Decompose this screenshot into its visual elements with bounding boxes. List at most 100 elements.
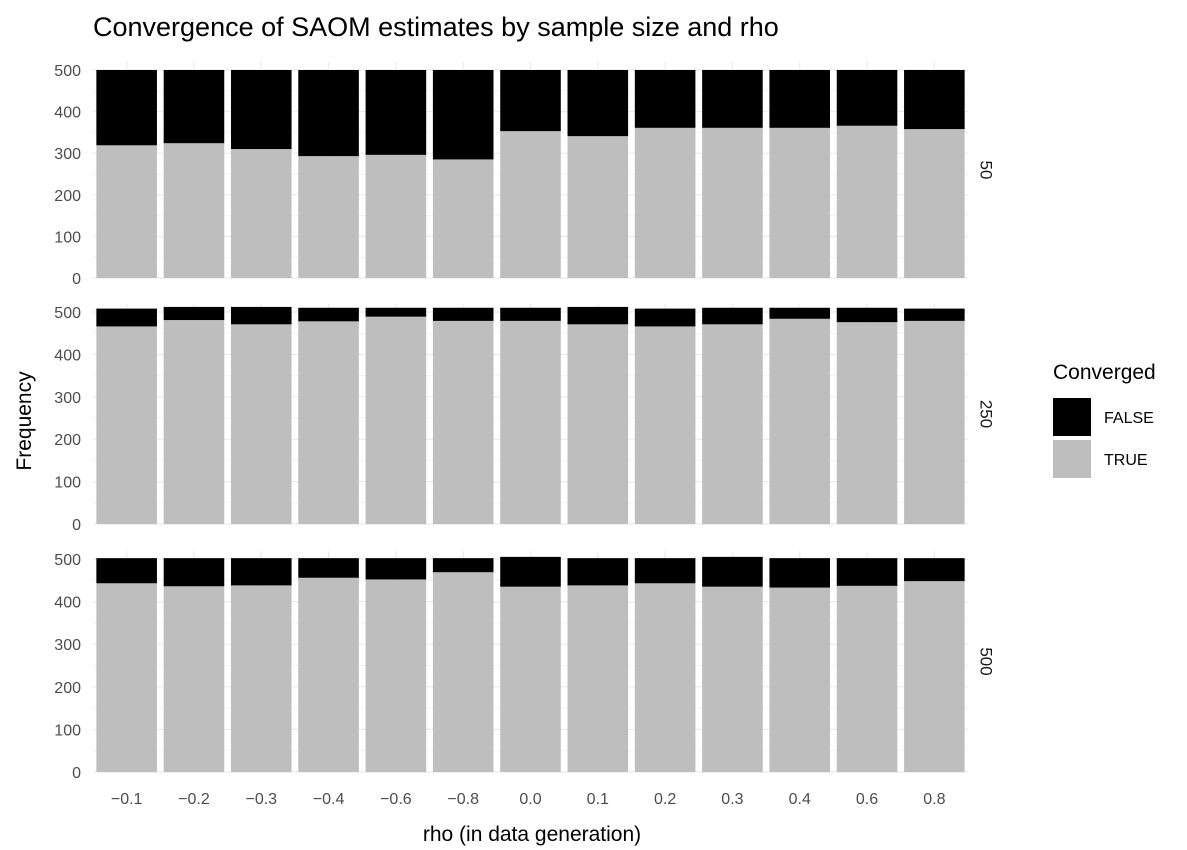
bar-true-50-0 xyxy=(96,145,157,278)
bar-false-50-8 xyxy=(634,70,696,128)
y-tick-label: 0 xyxy=(72,517,81,534)
bar-true-50-11 xyxy=(836,125,898,278)
y-tick-label: 300 xyxy=(54,637,81,654)
bar-false-250-8 xyxy=(634,308,696,327)
y-tick-label: 500 xyxy=(54,552,81,569)
bar-false-50-7 xyxy=(567,70,629,137)
bar-false-500-12 xyxy=(904,558,965,582)
bar-true-250-12 xyxy=(904,320,965,524)
y-tick-label: 300 xyxy=(54,146,81,163)
facet-strip-label: 250 xyxy=(977,400,996,428)
bar-true-250-2 xyxy=(230,324,292,524)
bar-false-500-8 xyxy=(634,558,696,584)
facet-panel-250: 0 100 200 300 400 500 250 xyxy=(54,304,996,534)
x-tick-label: −0.6 xyxy=(380,791,412,808)
x-tick-label: −0.1 xyxy=(111,791,143,808)
bar-false-50-1 xyxy=(163,70,225,144)
y-tick-label: 200 xyxy=(54,188,81,205)
bar-true-500-6 xyxy=(500,586,561,772)
x-tick-label: 0.2 xyxy=(654,791,676,808)
bar-true-250-11 xyxy=(836,322,898,524)
bar-true-250-8 xyxy=(634,326,696,524)
bar-false-50-11 xyxy=(836,70,898,126)
bar-false-50-4 xyxy=(365,70,427,155)
bar-false-250-12 xyxy=(904,308,965,321)
y-axis-label: Frequency xyxy=(13,371,36,471)
bar-false-500-7 xyxy=(567,558,629,586)
bar-true-500-8 xyxy=(634,583,696,772)
y-tick-label: 0 xyxy=(72,765,81,782)
x-axis-label: rho (in data generation) xyxy=(423,823,641,846)
bar-false-50-2 xyxy=(230,70,292,150)
bar-false-250-3 xyxy=(298,307,359,322)
bar-true-50-10 xyxy=(769,127,831,278)
bar-false-250-6 xyxy=(500,307,561,321)
bar-true-50-6 xyxy=(500,131,561,278)
legend-swatch-false xyxy=(1053,398,1091,436)
y-tick-label: 400 xyxy=(54,347,81,364)
facet-panel-500: 0 100 200 300 400 500 500 xyxy=(54,551,996,782)
bar-false-250-2 xyxy=(230,306,292,325)
x-tick-label: −0.2 xyxy=(178,791,210,808)
bar-false-250-10 xyxy=(769,307,831,319)
x-tick-label: 0.6 xyxy=(856,791,878,808)
legend: Converged FALSE TRUE xyxy=(1053,361,1156,478)
bar-true-250-1 xyxy=(163,320,225,524)
bar-false-500-0 xyxy=(96,558,157,584)
x-tick-label: −0.8 xyxy=(447,791,479,808)
bar-false-50-5 xyxy=(432,70,494,160)
bar-true-250-4 xyxy=(365,316,427,524)
bar-true-500-11 xyxy=(836,585,898,772)
y-tick-label: 200 xyxy=(54,432,81,449)
x-tick-label: −0.3 xyxy=(245,791,277,808)
bar-true-50-4 xyxy=(365,154,427,278)
bar-true-250-10 xyxy=(769,318,831,524)
bar-false-50-3 xyxy=(298,70,359,157)
facet-strip-label: 50 xyxy=(977,161,996,180)
bar-false-500-10 xyxy=(769,558,831,588)
bar-true-500-3 xyxy=(298,577,359,772)
bar-true-500-0 xyxy=(96,583,157,772)
facet-panel-50: 0 100 200 300 400 500 50 xyxy=(54,62,996,288)
facet-panels: 0100200300400500500100200300400500250010… xyxy=(54,62,996,782)
bar-false-50-12 xyxy=(904,70,965,130)
bar-true-50-5 xyxy=(432,159,494,278)
bar-true-50-1 xyxy=(163,143,225,278)
bar-false-500-4 xyxy=(365,558,427,580)
bar-true-50-12 xyxy=(904,129,965,278)
y-tick-label: 300 xyxy=(54,390,81,407)
bar-false-250-9 xyxy=(702,307,763,325)
bar-true-500-4 xyxy=(365,579,427,772)
x-tick-label: 0.0 xyxy=(519,791,541,808)
bar-true-500-7 xyxy=(567,585,629,772)
bar-false-250-11 xyxy=(836,307,898,323)
bar-true-250-7 xyxy=(567,324,629,524)
y-tick-label: 100 xyxy=(54,475,81,492)
bar-true-250-9 xyxy=(702,324,763,524)
bar-true-500-10 xyxy=(769,587,831,772)
bar-true-500-5 xyxy=(432,572,494,772)
bar-true-500-12 xyxy=(904,581,965,772)
bar-false-500-9 xyxy=(702,556,763,587)
bar-true-500-1 xyxy=(163,586,225,772)
y-tick-label: 100 xyxy=(54,229,81,246)
bar-false-500-3 xyxy=(298,558,359,578)
bar-false-50-0 xyxy=(96,70,157,146)
x-tick-label: 0.1 xyxy=(587,791,609,808)
bar-false-250-7 xyxy=(567,306,629,325)
y-tick-label: 0 xyxy=(72,271,81,288)
bar-true-50-3 xyxy=(298,156,359,278)
legend-label-false: FALSE xyxy=(1104,410,1154,427)
legend-title: Converged xyxy=(1053,361,1156,384)
bar-true-250-3 xyxy=(298,321,359,524)
bar-false-500-5 xyxy=(432,558,494,573)
y-tick-label: 500 xyxy=(54,63,81,80)
x-tick-label: 0.3 xyxy=(721,791,743,808)
bar-true-500-2 xyxy=(230,585,292,772)
bar-true-50-8 xyxy=(634,127,696,278)
legend-swatch-true xyxy=(1053,440,1091,478)
bar-false-500-6 xyxy=(500,556,561,587)
x-tick-label: 0.8 xyxy=(923,791,945,808)
bar-true-500-9 xyxy=(702,586,763,772)
